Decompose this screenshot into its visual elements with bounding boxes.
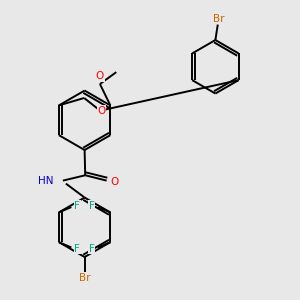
Text: Br: Br	[79, 273, 90, 284]
Text: HN: HN	[38, 176, 53, 186]
Text: O: O	[96, 71, 104, 81]
Text: F: F	[74, 201, 80, 211]
Text: O: O	[97, 106, 106, 116]
Text: F: F	[74, 244, 80, 254]
Text: F: F	[89, 201, 95, 211]
Text: F: F	[89, 244, 95, 254]
Text: Br: Br	[213, 14, 225, 24]
Text: O: O	[110, 177, 118, 187]
